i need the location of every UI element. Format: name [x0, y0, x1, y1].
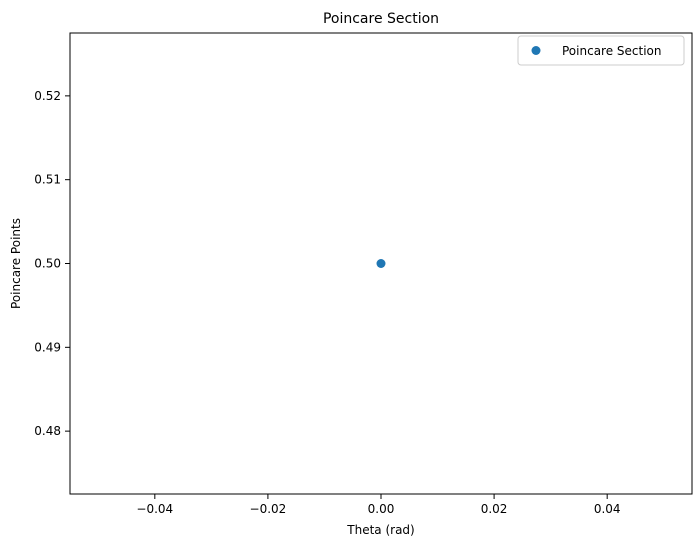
- data-point: [376, 259, 386, 268]
- y-tick-label: 0.48: [34, 424, 61, 438]
- y-tick-label: 0.52: [34, 89, 61, 103]
- y-tick-label: 0.49: [34, 340, 61, 354]
- data-points: [376, 259, 386, 268]
- legend-marker: [531, 46, 541, 55]
- x-tick-label: 0.00: [368, 502, 395, 516]
- legend-label: Poincare Section: [562, 44, 662, 58]
- x-tick-label: −0.02: [250, 502, 287, 516]
- chart-title: Poincare Section: [323, 11, 439, 27]
- x-axis-label: Theta (rad): [346, 523, 414, 537]
- y-tick-label: 0.51: [34, 173, 61, 187]
- x-tick-label: 0.02: [481, 502, 508, 516]
- x-tick-label: 0.04: [594, 502, 621, 516]
- x-tick-label: −0.04: [136, 502, 173, 516]
- axis-ticks: −0.04 −0.02 0.00 0.02 0.04 0.48 0.49 0.50 0.51 0.…: [34, 89, 620, 516]
- legend-box: [517, 35, 685, 66]
- y-tick-label: 0.50: [34, 257, 61, 271]
- legend: Poincare Section: [517, 35, 685, 66]
- y-axis-label: Poincare Points: [9, 218, 23, 309]
